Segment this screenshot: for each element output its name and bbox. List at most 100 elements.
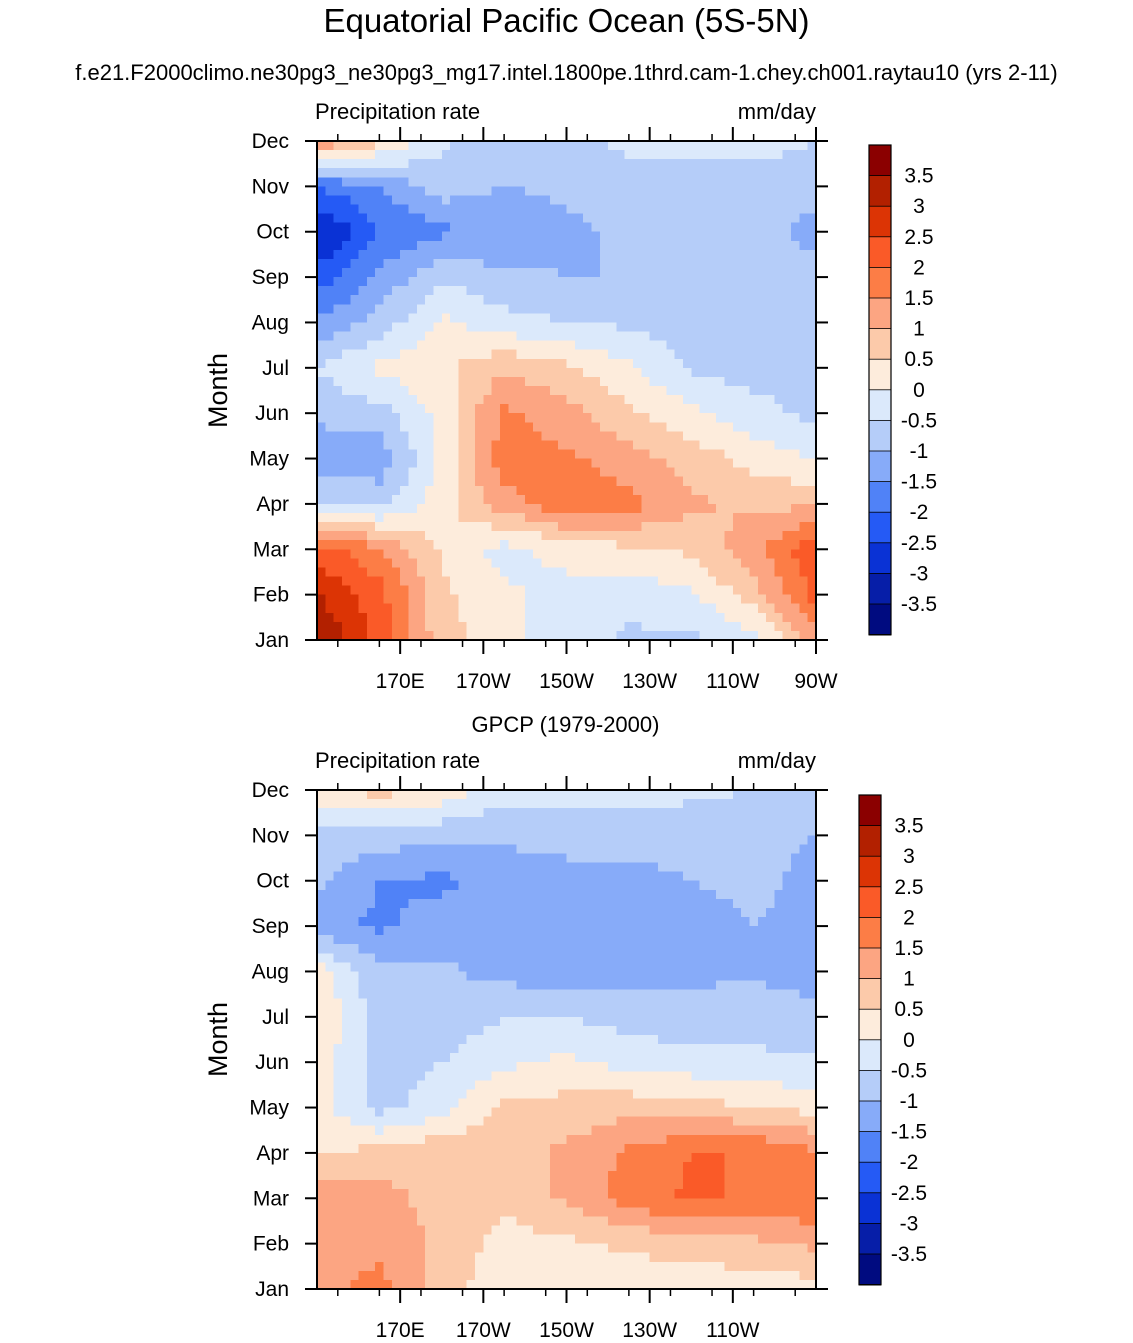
field-cell bbox=[807, 567, 817, 578]
field-cell bbox=[475, 898, 484, 909]
field-cell bbox=[499, 467, 509, 478]
field-cell bbox=[641, 1016, 651, 1027]
field-cell bbox=[732, 790, 742, 800]
field-cell bbox=[408, 485, 418, 496]
field-cell bbox=[499, 531, 509, 541]
field-cell bbox=[574, 467, 584, 478]
field-cell bbox=[657, 907, 667, 918]
field-cell bbox=[657, 817, 667, 827]
field-cell bbox=[741, 799, 751, 809]
field-cell bbox=[475, 458, 484, 469]
y-tick-label: Feb bbox=[253, 584, 289, 607]
field-cell bbox=[533, 880, 543, 891]
field-cell bbox=[633, 231, 642, 242]
field-cell bbox=[358, 458, 368, 469]
field-cell bbox=[807, 195, 817, 206]
field-cell bbox=[782, 458, 792, 469]
field-cell bbox=[707, 998, 717, 1009]
field-cell bbox=[616, 790, 626, 800]
field-cell bbox=[732, 258, 742, 269]
field-cell bbox=[416, 576, 426, 587]
field-cell bbox=[483, 980, 493, 991]
field-cell bbox=[391, 268, 401, 278]
field-cell bbox=[408, 1025, 418, 1036]
field-cell bbox=[766, 953, 776, 963]
field-cell bbox=[475, 1007, 484, 1018]
field-cell bbox=[425, 817, 435, 827]
field-cell bbox=[499, 826, 509, 836]
field-cell bbox=[549, 385, 559, 396]
field-cell bbox=[657, 249, 667, 260]
field-cell bbox=[591, 612, 601, 623]
field-cell bbox=[524, 231, 534, 242]
field-cell bbox=[799, 268, 809, 278]
field-cell bbox=[341, 222, 351, 233]
field-cell bbox=[375, 385, 385, 396]
field-cell bbox=[766, 358, 776, 369]
field-cell bbox=[674, 998, 684, 1009]
field-cell bbox=[483, 186, 493, 197]
field-cell bbox=[591, 1007, 601, 1018]
field-cell bbox=[317, 989, 326, 1000]
field-cell bbox=[699, 512, 709, 523]
field-cell bbox=[425, 935, 435, 945]
field-cell bbox=[533, 503, 543, 514]
field-cell bbox=[483, 799, 493, 809]
field-cell bbox=[317, 844, 326, 855]
field-cell bbox=[475, 612, 484, 623]
field-cell bbox=[799, 808, 809, 818]
field-cell bbox=[333, 1007, 343, 1018]
field-cell bbox=[707, 826, 717, 836]
field-cell bbox=[782, 277, 792, 287]
field-cell bbox=[682, 621, 692, 632]
field-cell bbox=[707, 313, 717, 324]
field-cell bbox=[466, 603, 476, 614]
field-cell bbox=[566, 576, 576, 587]
field-cell bbox=[491, 186, 501, 197]
field-cell bbox=[657, 458, 667, 469]
field-cell bbox=[699, 168, 709, 178]
field-cell bbox=[616, 367, 626, 378]
field-cell bbox=[591, 322, 601, 333]
field-cell bbox=[524, 1016, 534, 1027]
field-cell bbox=[317, 331, 326, 342]
field-cell bbox=[416, 889, 426, 900]
field-cell bbox=[533, 485, 543, 496]
field-cell bbox=[450, 422, 459, 432]
field-cell bbox=[574, 286, 584, 296]
field-cell bbox=[566, 808, 576, 818]
field-cell bbox=[400, 549, 410, 559]
field-cell bbox=[383, 331, 393, 342]
field-cell bbox=[400, 150, 410, 160]
field-cell bbox=[408, 917, 418, 927]
field-cell bbox=[350, 558, 360, 569]
field-cell bbox=[641, 277, 651, 287]
field-cell bbox=[782, 358, 792, 369]
field-cell bbox=[416, 531, 426, 541]
field-cell bbox=[458, 998, 468, 1009]
field-cell bbox=[732, 603, 742, 614]
field-cell bbox=[707, 322, 717, 333]
field-cell bbox=[516, 962, 526, 973]
field-cell bbox=[641, 998, 651, 1009]
field-cell bbox=[682, 413, 692, 423]
field-cell bbox=[341, 926, 351, 936]
field-cell bbox=[375, 889, 385, 900]
field-cell bbox=[682, 494, 692, 505]
field-cell bbox=[391, 522, 401, 532]
field-cell bbox=[682, 1016, 692, 1027]
field-cell bbox=[325, 558, 335, 569]
field-cell bbox=[791, 485, 800, 496]
field-cell bbox=[533, 512, 543, 523]
field-cell bbox=[749, 512, 759, 523]
field-cell bbox=[508, 621, 518, 632]
field-cell bbox=[583, 458, 593, 469]
field-cell bbox=[450, 926, 459, 936]
field-cell bbox=[732, 222, 742, 233]
field-cell bbox=[707, 989, 717, 1000]
field-cell bbox=[508, 485, 518, 496]
field-cell bbox=[799, 240, 809, 251]
field-cell bbox=[732, 431, 742, 441]
field-cell bbox=[666, 980, 676, 991]
field-cell bbox=[466, 485, 476, 496]
